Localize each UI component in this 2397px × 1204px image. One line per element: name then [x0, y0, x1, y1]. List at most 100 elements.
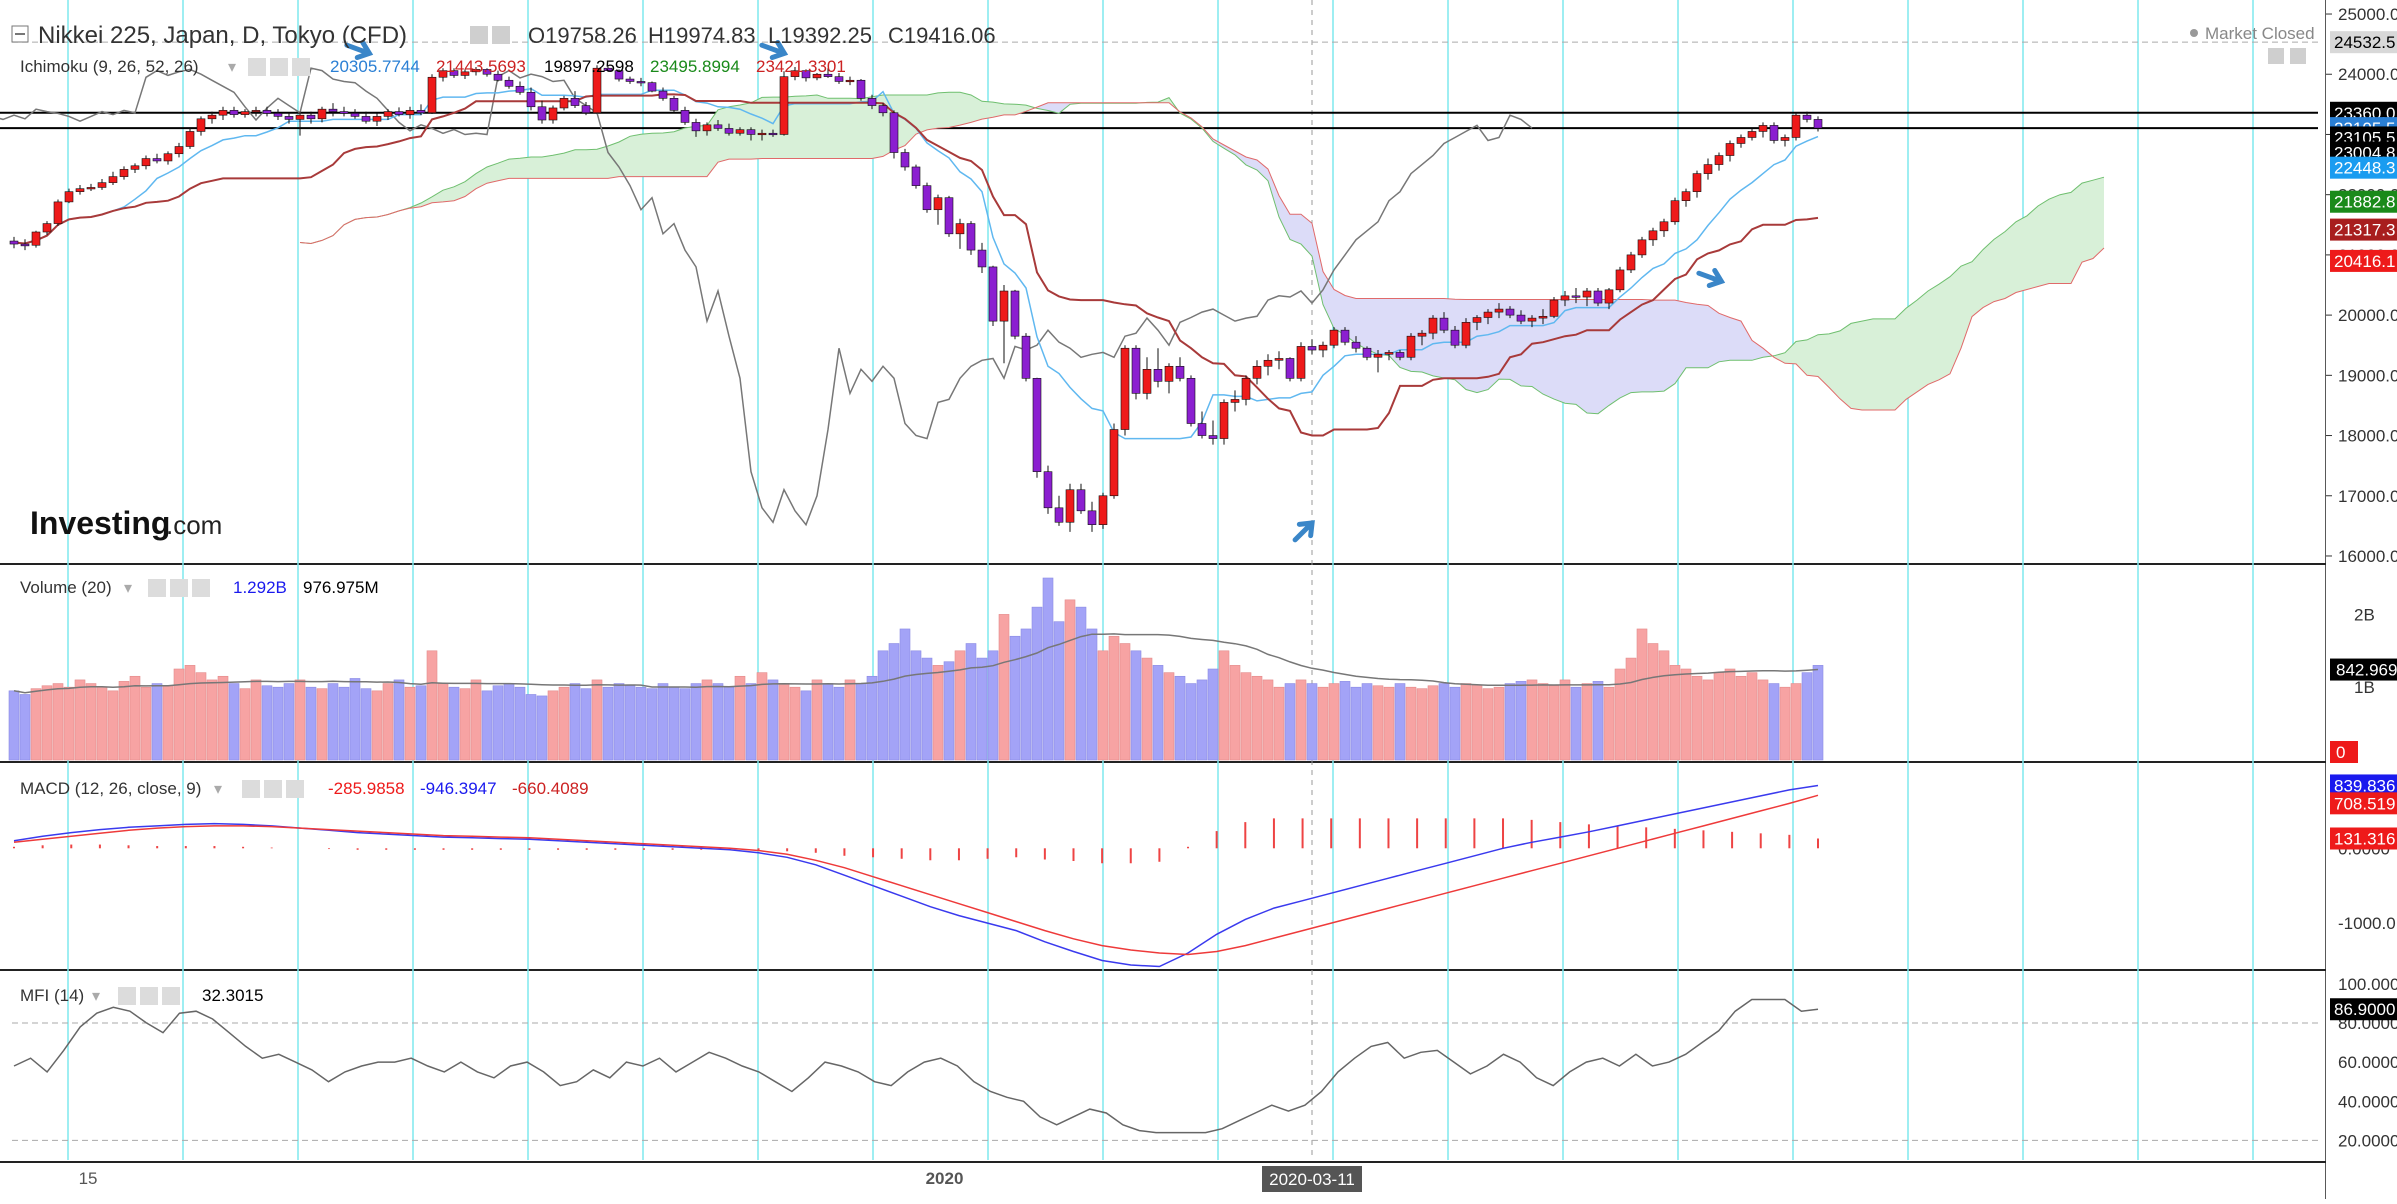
volume-bar [1340, 681, 1350, 760]
cloud-segment [2060, 192, 2071, 283]
eye-icon[interactable] [248, 58, 266, 76]
chevron-down-icon[interactable]: ▾ [124, 580, 132, 597]
eye-icon[interactable] [118, 987, 136, 1005]
cloud-segment [1356, 299, 1367, 350]
volume-tick-label: 2B [2354, 605, 2375, 624]
senkou-a-value: 23495.8994 [650, 57, 740, 76]
candle-body [417, 110, 425, 112]
volume-bar [691, 684, 701, 760]
restore-icon[interactable] [2268, 48, 2284, 64]
volume-bar [548, 691, 558, 760]
volume-bar [1802, 673, 1812, 760]
chevron-down-icon[interactable]: ▾ [214, 781, 222, 798]
cloud-segment [938, 92, 949, 128]
candle-body [362, 116, 370, 121]
candle-body [131, 166, 139, 170]
mfi-value: 32.3015 [202, 986, 263, 1005]
settings-icon[interactable] [492, 26, 510, 44]
settings-icon[interactable] [270, 58, 288, 76]
close-icon[interactable] [292, 58, 310, 76]
volume-bar [262, 686, 272, 760]
volume-legend: Volume (20) ▾ 1.292B 976.975M [20, 578, 379, 597]
settings-icon[interactable] [140, 987, 158, 1005]
volume-bar [636, 687, 646, 760]
volume-bar [1736, 676, 1746, 760]
candle-body [714, 125, 722, 129]
candle-body [1814, 119, 1822, 128]
candle-body [1748, 131, 1756, 137]
volume-bar [1010, 636, 1020, 760]
volume-bar [339, 687, 349, 760]
chevron-down-icon[interactable]: ▾ [92, 988, 100, 1005]
cloud-segment [960, 92, 971, 125]
settings-icon[interactable] [170, 579, 188, 597]
candle-body [1055, 508, 1063, 522]
candle-body [1517, 315, 1525, 321]
volume-bar [31, 689, 41, 760]
chevron-down-icon[interactable]: ▾ [228, 59, 236, 76]
candle-body [65, 192, 73, 202]
candle-body [175, 147, 183, 154]
cloud-segment [641, 133, 652, 176]
cloud-segment [630, 134, 641, 176]
eye-icon[interactable] [470, 26, 488, 44]
senkou-b-value: 23421.3301 [756, 57, 846, 76]
volume-bar [1153, 665, 1163, 760]
candle-body [351, 113, 359, 116]
candle-body [923, 186, 931, 210]
eye-icon[interactable] [242, 780, 260, 798]
settings-icon[interactable] [264, 780, 282, 798]
candle-body [1363, 348, 1371, 357]
volume-bar [1604, 687, 1614, 760]
volume-bar [9, 691, 19, 760]
candle-body [967, 224, 975, 250]
close-icon[interactable] [192, 579, 210, 597]
candle-body [912, 167, 920, 186]
close-icon[interactable] [286, 780, 304, 798]
cloud-segment [1807, 335, 1818, 377]
volume-bar [295, 680, 305, 760]
volume-bar [1505, 684, 1515, 760]
cloud-segment [1928, 284, 1939, 384]
volume-bar [713, 684, 723, 760]
volume-bar [53, 684, 63, 760]
candle-body [857, 80, 865, 98]
cloud-segment [1642, 299, 1653, 391]
candle-body [945, 198, 953, 234]
cloud-segment [1884, 319, 1895, 410]
cloud-segment [718, 107, 729, 162]
volume-bar [1109, 636, 1119, 760]
volume-bar [1670, 665, 1680, 760]
candle-body [1583, 291, 1591, 297]
candle-body [560, 98, 568, 108]
candle-body [1143, 369, 1151, 393]
cloud-segment [982, 101, 993, 119]
candle-body [626, 79, 634, 81]
cloud-segment [1400, 299, 1411, 372]
candle-body [1770, 125, 1778, 140]
candle-body [1627, 255, 1635, 270]
close-icon[interactable] [162, 987, 180, 1005]
volume-bar [779, 684, 789, 760]
volume-bar [790, 687, 800, 760]
candle-body [670, 98, 678, 110]
volume-bar [471, 680, 481, 760]
macd-badge-label: 131.316 [2334, 829, 2395, 848]
volume-bar [1681, 669, 1691, 760]
volume-bar [647, 689, 657, 760]
cloud-segment [1697, 304, 1708, 368]
volume-bar [86, 684, 96, 760]
cloud-segment [861, 97, 872, 159]
volume-bar [1428, 686, 1438, 760]
candle-body [219, 110, 227, 115]
cloud-segment [575, 150, 586, 179]
candle-body [54, 202, 62, 224]
cloud-segment [1873, 319, 1884, 410]
eye-icon[interactable] [148, 579, 166, 597]
volume-bar [1549, 686, 1559, 760]
cloud-segment [1686, 302, 1697, 367]
cloud-segment [1290, 214, 1301, 244]
cloud-segment [1004, 104, 1015, 115]
candle-body [76, 189, 84, 192]
maximize-icon[interactable] [2290, 48, 2306, 64]
